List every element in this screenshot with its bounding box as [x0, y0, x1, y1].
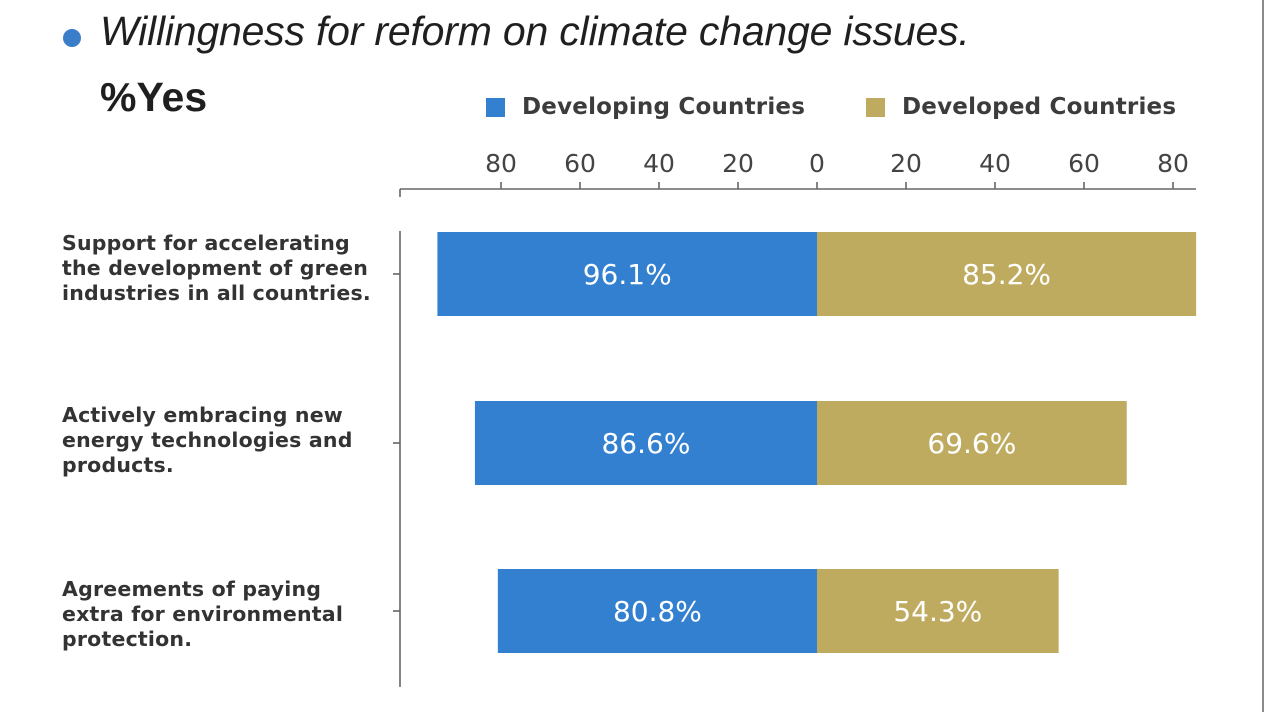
- category-label-line: the development of green: [62, 256, 368, 280]
- legend-item-developed: Developed Countries: [866, 94, 1176, 120]
- category-label-line: products.: [62, 453, 174, 477]
- category-label-line: Agreements of paying: [62, 577, 322, 601]
- legend-swatch-developing: [486, 97, 505, 117]
- x-tick-label: 0: [809, 149, 825, 178]
- legend-label-developing: Developing Countries: [522, 94, 806, 120]
- bar-label-developed: 54.3%: [893, 595, 982, 628]
- chart-subtitle: %Yes: [100, 74, 208, 120]
- bar-label-developing: 96.1%: [583, 258, 672, 291]
- category-label-line: industries in all countries.: [62, 281, 371, 305]
- legend-item-developing: Developing Countries: [486, 94, 805, 120]
- category-label-line: Support for accelerating: [62, 231, 350, 255]
- bar-developing: [474, 401, 817, 485]
- category-label-line: extra for environmental: [62, 602, 344, 626]
- x-tick-label: 40: [979, 149, 1011, 178]
- x-tick-label: 80: [1157, 149, 1189, 178]
- x-tick-label: 60: [1068, 149, 1100, 178]
- bar-label-developed: 69.6%: [927, 427, 1016, 460]
- bar-label-developing: 80.8%: [613, 595, 702, 628]
- category-label-new-energy: Actively embracing new energy technologi…: [62, 403, 392, 478]
- chart-title: Willingness for reform on climate change…: [100, 8, 970, 54]
- category-label-line: energy technologies and: [62, 428, 353, 452]
- x-tick-label: 40: [643, 149, 675, 178]
- bar-developed: [817, 232, 1197, 316]
- x-tick-label: 20: [722, 149, 754, 178]
- x-tick-label: 60: [564, 149, 596, 178]
- x-tick-label: 80: [485, 149, 517, 178]
- category-label-line: Actively embracing new: [62, 403, 343, 427]
- category-label-line: protection.: [62, 627, 193, 651]
- category-label-green-industries: Support for accelerating the development…: [62, 231, 392, 306]
- bar-developed: [817, 401, 1127, 485]
- bar-developing: [437, 232, 817, 316]
- bar-label-developed: 85.2%: [962, 258, 1051, 291]
- bullet-icon: [63, 29, 81, 47]
- legend-label-developed: Developed Countries: [902, 94, 1177, 120]
- category-label-paying-extra: Agreements of paying extra for environme…: [62, 577, 392, 652]
- legend-swatch-developed: [866, 97, 885, 117]
- bar-developing: [497, 569, 817, 653]
- window-edge-border: [1262, 0, 1264, 712]
- bar-label-developing: 86.6%: [601, 427, 690, 460]
- x-tick-label: 20: [890, 149, 922, 178]
- bar-developed: [817, 569, 1059, 653]
